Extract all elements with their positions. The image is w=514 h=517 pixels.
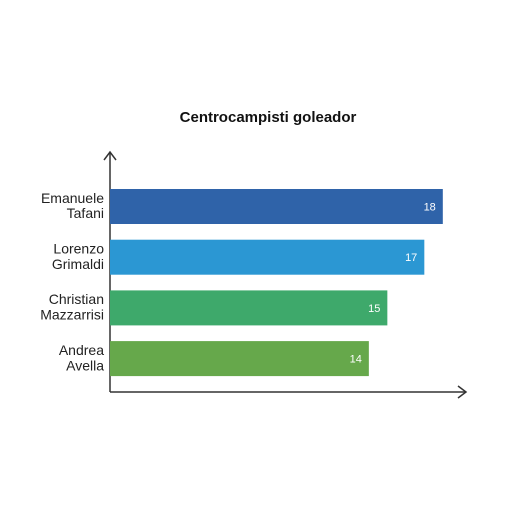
y-axis-arrow — [103, 150, 117, 161]
category-label: Lorenzo Grimaldi — [52, 240, 104, 271]
category-label: Emanuele Tafani — [41, 190, 104, 221]
bar — [110, 189, 443, 224]
category-label: Christian Mazzarrisi — [40, 291, 104, 322]
bar — [110, 290, 388, 326]
value-label: 14 — [350, 354, 362, 366]
value-label: 15 — [368, 303, 380, 315]
chart-title: Centrocampisti goleador — [180, 109, 357, 126]
x-axis-arrow — [457, 385, 468, 399]
category-label: Andrea Avella — [59, 342, 104, 373]
bar — [110, 239, 425, 275]
value-label: 18 — [424, 201, 436, 213]
bar — [110, 341, 369, 377]
value-label: 17 — [405, 252, 417, 264]
